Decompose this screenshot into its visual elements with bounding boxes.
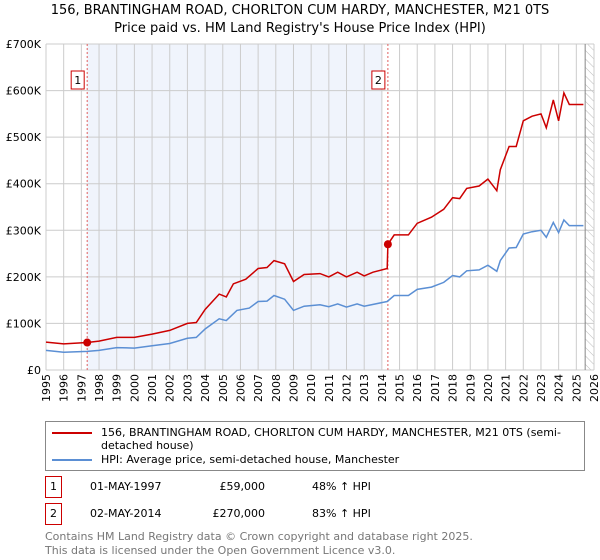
x-tick-label: 2009 xyxy=(287,374,300,402)
y-tick-label: £300K xyxy=(6,224,42,237)
x-tick-label: 2018 xyxy=(447,374,460,402)
legend: 156, BRANTINGHAM ROAD, CHORLTON CUM HARD… xyxy=(45,421,585,471)
transaction-row: 2 02-MAY-2014 £270,000 83% ↑ HPI xyxy=(45,503,545,525)
y-tick-label: £200K xyxy=(6,271,42,284)
x-tick-label: 2021 xyxy=(500,374,513,402)
transaction-date: 01-MAY-1997 xyxy=(90,480,162,493)
x-tick-label: 2019 xyxy=(464,374,477,402)
x-tick-label: 2017 xyxy=(429,374,442,402)
x-tick-label: 2022 xyxy=(517,374,530,402)
x-tick-label: 2026 xyxy=(588,374,600,402)
series-line xyxy=(45,218,584,354)
chart-subtitle: Price paid vs. HM Land Registry's House … xyxy=(114,21,486,36)
legend-item-property: 156, BRANTINGHAM ROAD, CHORLTON CUM HARD… xyxy=(52,426,578,452)
transaction-row: 1 01-MAY-1997 £59,000 48% ↑ HPI xyxy=(45,476,545,498)
sale-label-box xyxy=(70,70,85,90)
x-tick-label: 2006 xyxy=(234,374,247,402)
transaction-number: 1 xyxy=(45,476,62,498)
x-tick-label: 1996 xyxy=(58,374,71,402)
x-tick-label: 2003 xyxy=(181,374,194,402)
x-tick-label: 2016 xyxy=(411,374,424,402)
chart-title: 156, BRANTINGHAM ROAD, CHORLTON CUM HARD… xyxy=(50,3,550,18)
footer-licence: This data is licensed under the Open Gov… xyxy=(45,544,396,557)
x-tick-label: 2008 xyxy=(270,374,283,402)
legend-item-hpi: HPI: Average price, semi-detached house,… xyxy=(52,453,578,466)
x-tick-label: 1999 xyxy=(111,374,124,402)
x-tick-label: 2012 xyxy=(341,374,354,402)
footer-copyright: Contains HM Land Registry data © Crown c… xyxy=(45,530,473,543)
y-tick-label: £500K xyxy=(6,131,42,144)
transaction-price: £270,000 xyxy=(212,507,266,520)
legend-label: HPI: Average price, semi-detached house,… xyxy=(101,453,400,466)
legend-label: 156, BRANTINGHAM ROAD, CHORLTON CUM HARD… xyxy=(101,426,561,452)
transaction-number: 2 xyxy=(45,503,62,525)
y-tick-label: £400K xyxy=(6,178,42,191)
x-tick-label: 2014 xyxy=(376,374,389,402)
sale-point xyxy=(83,338,92,347)
x-tick-label: 1995 xyxy=(40,374,53,402)
x-tick-label: 2020 xyxy=(482,374,495,402)
x-tick-label: 1998 xyxy=(93,374,106,402)
transaction-hpi: 48% ↑ HPI xyxy=(312,480,371,493)
transaction-hpi: 83% ↑ HPI xyxy=(312,507,371,520)
x-tick-label: 2001 xyxy=(146,374,159,402)
sale-label: 2 xyxy=(375,74,382,87)
forecast-hatch xyxy=(585,44,594,370)
x-tick-label: 2013 xyxy=(358,374,371,402)
x-tick-label: 2024 xyxy=(553,374,566,402)
shaded-ownership-region xyxy=(87,44,382,370)
y-tick-label: £0 xyxy=(27,364,41,377)
transaction-price: £59,000 xyxy=(219,480,266,493)
price-chart: 1995 1996 1997 1998 1999 2000 2001 2002 2003 2004… xyxy=(6,38,600,402)
series-line xyxy=(45,90,584,345)
x-tick-label: 2007 xyxy=(252,374,265,402)
x-tick-label: 2002 xyxy=(164,374,177,402)
y-tick-label: £100K xyxy=(6,317,42,330)
sale-label: 1 xyxy=(74,74,81,87)
x-tick-label: 2010 xyxy=(305,374,318,402)
x-tick-label: 2011 xyxy=(323,374,336,402)
sale-point xyxy=(383,240,392,249)
x-tick-label: 1997 xyxy=(75,374,88,402)
y-tick-label: £600K xyxy=(6,85,42,98)
transaction-date: 02-MAY-2014 xyxy=(90,507,162,520)
x-tick-label: 2004 xyxy=(199,374,212,402)
legend-blue-line xyxy=(52,459,92,461)
sale-label-box xyxy=(371,70,386,90)
y-tick-label: £700K xyxy=(6,38,42,51)
legend-red-line xyxy=(52,432,92,434)
x-tick-label: 2015 xyxy=(394,374,407,402)
x-tick-label: 2025 xyxy=(570,374,583,402)
x-tick-label: 2000 xyxy=(128,374,141,402)
x-tick-label: 2005 xyxy=(217,374,230,402)
x-tick-label: 2023 xyxy=(535,374,548,402)
